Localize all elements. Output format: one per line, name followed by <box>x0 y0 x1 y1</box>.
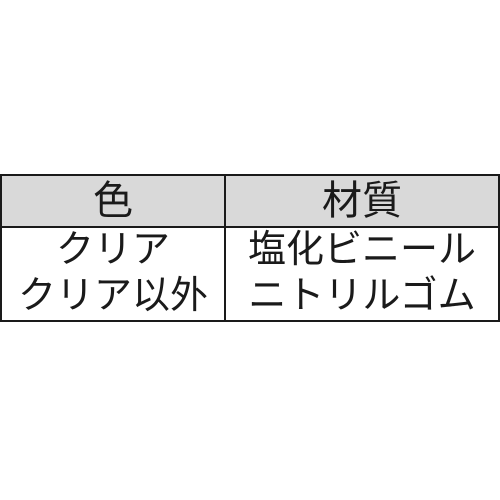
spec-table-container: 色 材質 クリア 塩化ビニール クリア以外 ニトリルゴム <box>0 174 500 322</box>
table-row: クリア 塩化ビニール <box>1 227 499 274</box>
table-header-row: 色 材質 <box>1 175 499 227</box>
table-row: クリア以外 ニトリルゴム <box>1 274 499 321</box>
cell-color: クリア <box>1 227 225 274</box>
col-header-material: 材質 <box>225 175 499 227</box>
cell-color: クリア以外 <box>1 274 225 321</box>
col-header-color: 色 <box>1 175 225 227</box>
cell-material: 塩化ビニール <box>225 227 499 274</box>
spec-table: 色 材質 クリア 塩化ビニール クリア以外 ニトリルゴム <box>0 174 500 322</box>
cell-material: ニトリルゴム <box>225 274 499 321</box>
